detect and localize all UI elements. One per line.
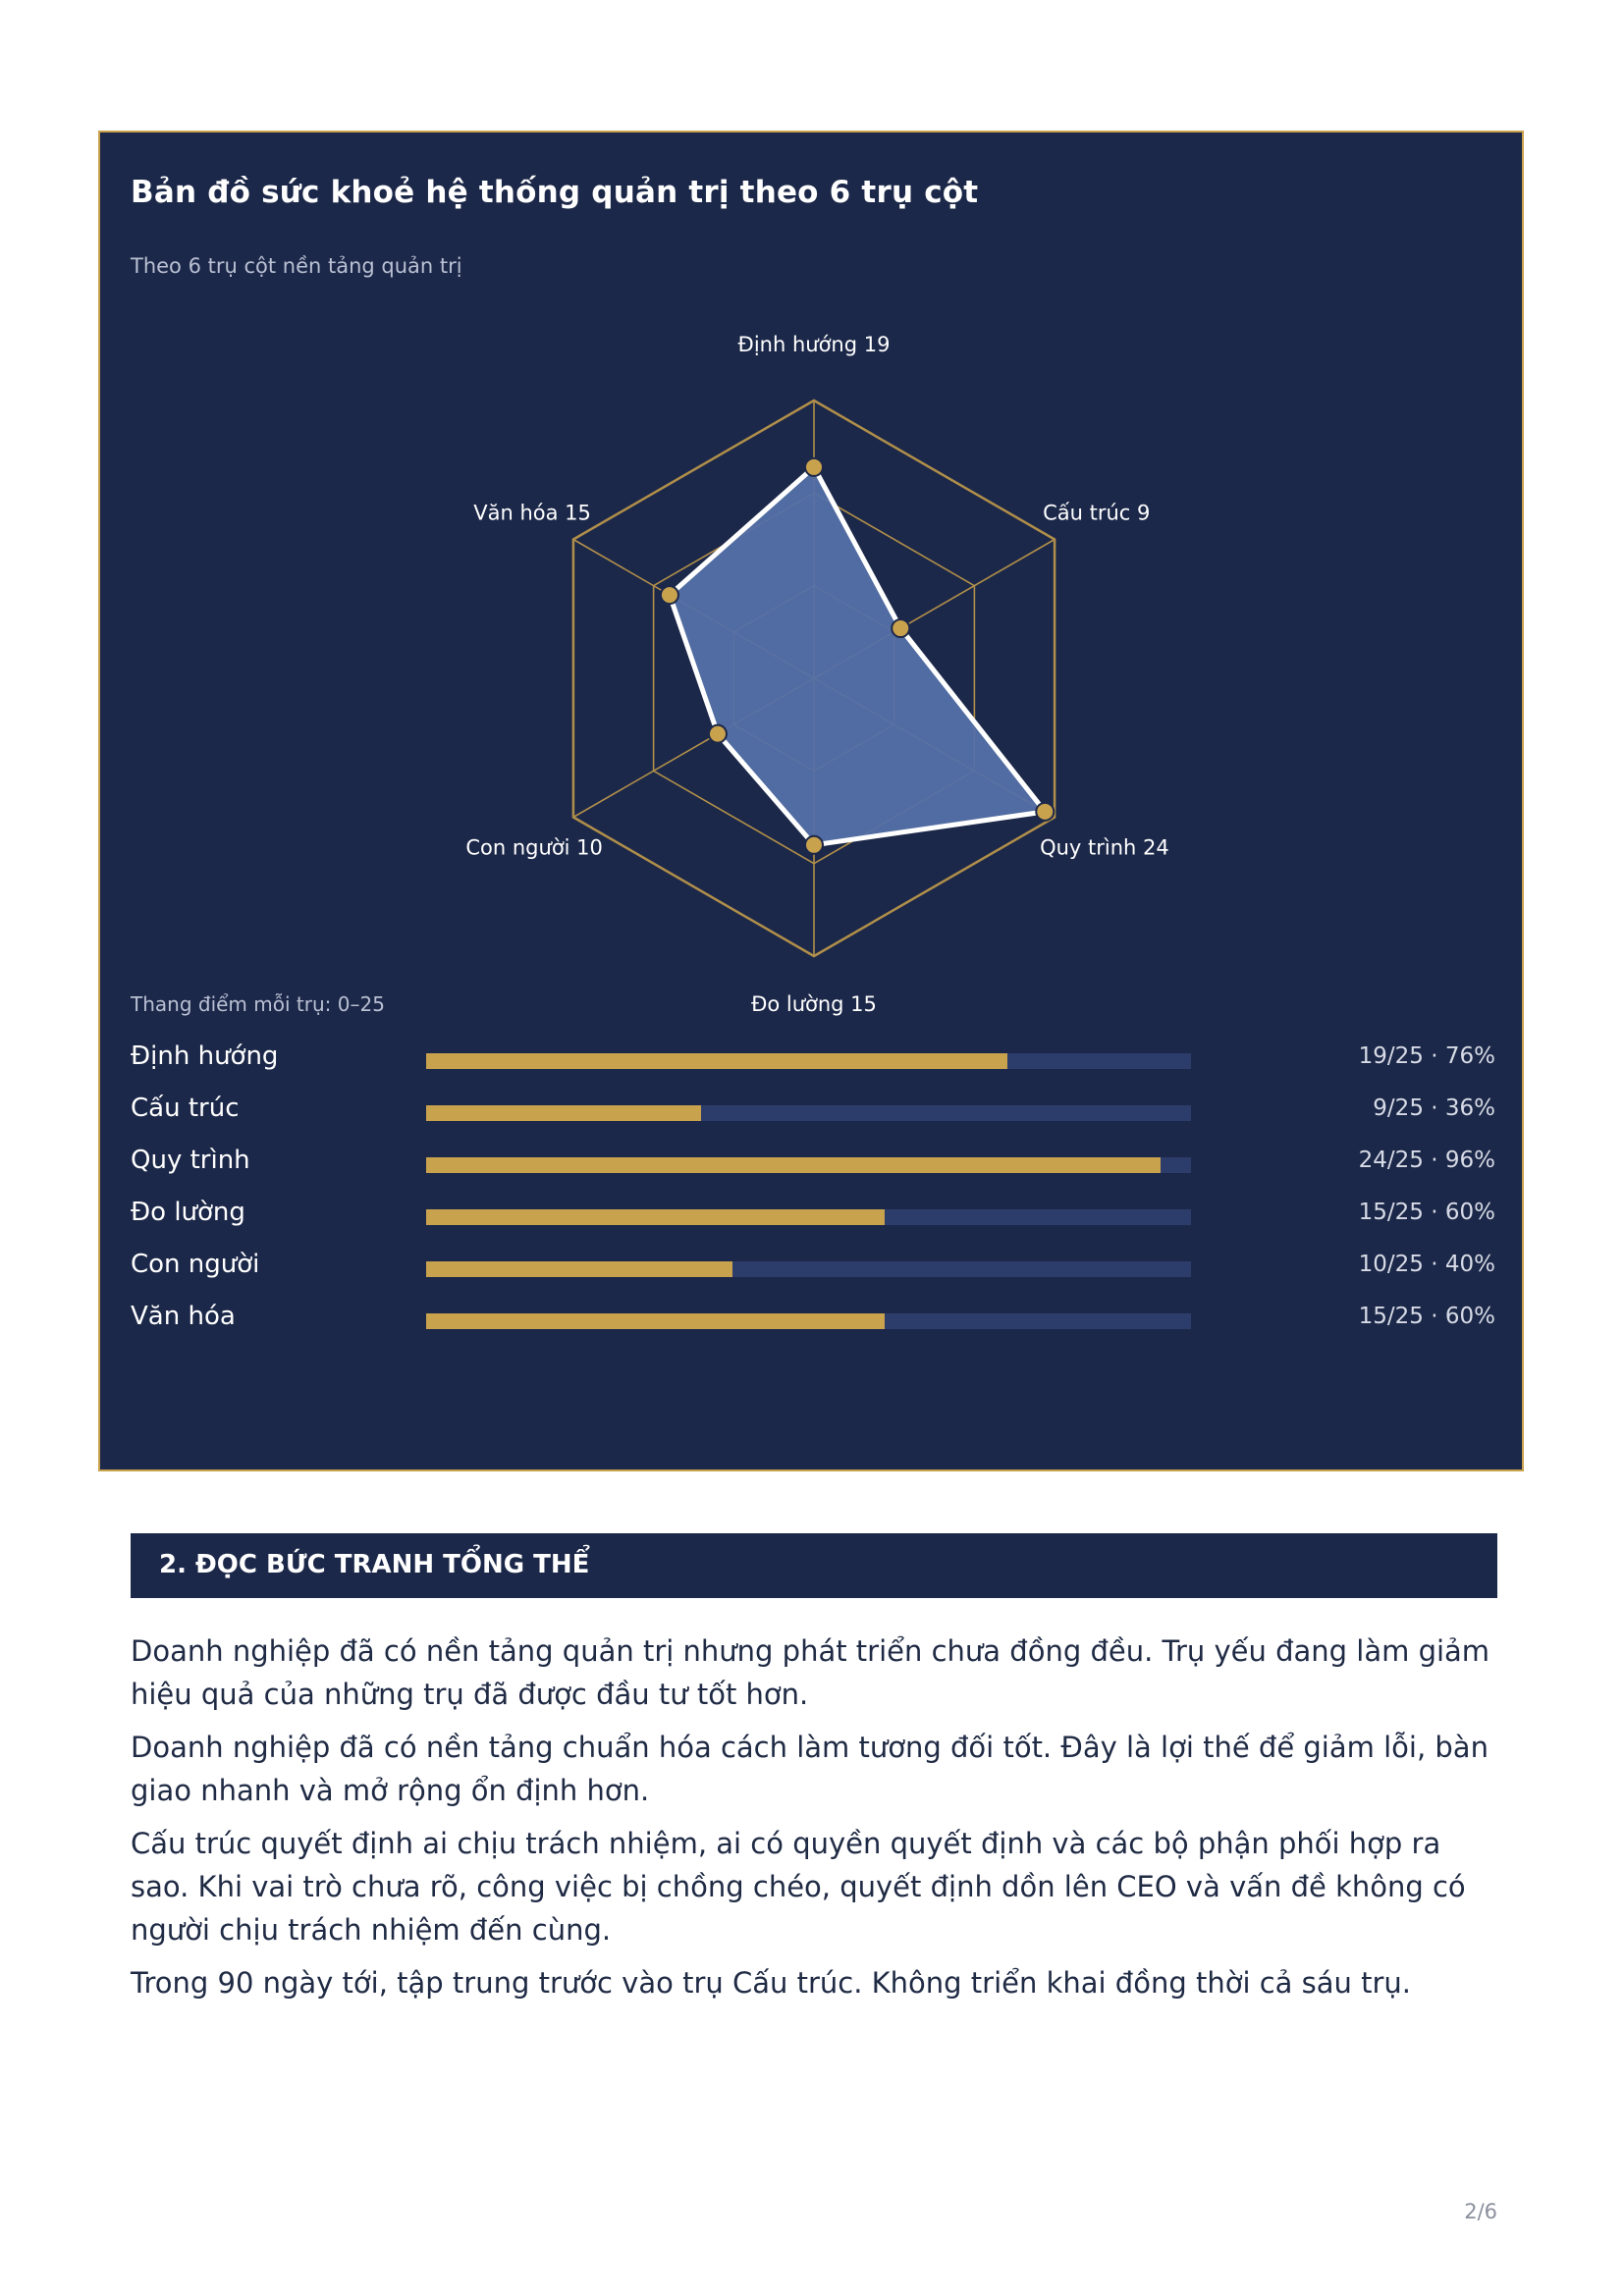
radar-data-area (667, 464, 1048, 848)
panel-title: Bản đồ sức khoẻ hệ thống quản trị theo 6… (131, 175, 979, 210)
radar-axis-labels: Định hướng 19 Cấu trúc 9 Quy trình 24 Đo lư… (465, 333, 1168, 1016)
bar-label: Định hướng (131, 1041, 279, 1071)
radar-axis-label: Văn hóa 15 (473, 502, 591, 525)
bar-value: 19/25 · 76% (1358, 1043, 1495, 1069)
bar-row: Định hướng 19/25 · 76% (131, 1036, 1495, 1088)
bar-fill (426, 1105, 702, 1121)
scale-note: Thang điểm mỗi trụ: 0–25 (131, 992, 385, 1016)
paragraph: Doanh nghiệp đã có nền tảng quản trị như… (131, 1634, 1490, 1711)
radar-data-point (659, 585, 679, 606)
governance-chart-panel: Bản đồ sức khoẻ hệ thống quản trị theo 6… (98, 131, 1524, 1471)
bar-track (426, 1157, 1191, 1173)
radar-data-point (1035, 801, 1056, 822)
pillar-score-bars: Định hướng 19/25 · 76% Cấu trúc 9/25 · 36% Q… (131, 1036, 1495, 1348)
bar-fill (426, 1157, 1161, 1173)
radar-data-point (804, 456, 824, 477)
bar-row: Văn hóa 15/25 · 60% (131, 1296, 1495, 1348)
section-header: 2. ĐỌC BỨC TRANH TỔNG THỂ (131, 1533, 1497, 1598)
bar-row: Đo lường 15/25 · 60% (131, 1192, 1495, 1244)
bar-track (426, 1261, 1191, 1277)
bar-label: Đo lường (131, 1198, 245, 1227)
bar-row: Quy trình 24/25 · 96% (131, 1140, 1495, 1192)
radar-data-point (804, 834, 824, 855)
bar-value: 9/25 · 36% (1373, 1095, 1495, 1121)
bar-value: 24/25 · 96% (1358, 1148, 1495, 1173)
bar-track (426, 1209, 1191, 1225)
radar-chart: Định hướng 19 Cấu trúc 9 Quy trình 24 Đo lư… (465, 333, 1168, 1016)
panel-subtitle: Theo 6 trụ cột nền tảng quản trị (131, 254, 462, 278)
bar-track (426, 1313, 1191, 1329)
radar-data-point (707, 723, 728, 744)
bar-track (426, 1105, 1191, 1121)
bar-row: Con người 10/25 · 40% (131, 1244, 1495, 1296)
radar-axis-label: Quy trình 24 (1040, 836, 1169, 860)
bar-value: 15/25 · 60% (1358, 1304, 1495, 1329)
paragraph: Trong 90 ngày tới, tập trung trước vào t… (131, 1966, 1412, 2000)
bar-fill (426, 1261, 732, 1277)
radar-axis-label: Cấu trúc 9 (1043, 502, 1150, 525)
bar-label: Văn hóa (131, 1302, 236, 1331)
bar-fill (426, 1209, 886, 1225)
radar-data-point (891, 618, 911, 639)
paragraph: Cấu trúc quyết định ai chịu trách nhiệm,… (131, 1827, 1466, 1947)
radar-axis-label: Con người 10 (465, 836, 603, 860)
bar-row: Cấu trúc 9/25 · 36% (131, 1088, 1495, 1140)
radar-axis-label: Định hướng 19 (738, 333, 891, 356)
section-body: Doanh nghiệp đã có nền tảng quản trị như… (131, 1629, 1505, 2014)
bar-fill (426, 1313, 886, 1329)
bar-value: 15/25 · 60% (1358, 1200, 1495, 1225)
bar-fill (426, 1053, 1008, 1069)
bar-label: Quy trình (131, 1146, 250, 1175)
radar-data-points (659, 456, 1056, 855)
bar-track (426, 1053, 1191, 1069)
page-number: 2/6 (1464, 2200, 1497, 2223)
paragraph: Doanh nghiệp đã có nền tảng chuẩn hóa cá… (131, 1731, 1489, 1807)
bar-value: 10/25 · 40% (1358, 1252, 1495, 1277)
bar-label: Cấu trúc (131, 1094, 240, 1123)
radar-axis-label: Đo lường 15 (751, 992, 877, 1016)
bar-label: Con người (131, 1250, 260, 1279)
section-title: 2. ĐỌC BỨC TRANH TỔNG THỂ (159, 1550, 590, 1579)
